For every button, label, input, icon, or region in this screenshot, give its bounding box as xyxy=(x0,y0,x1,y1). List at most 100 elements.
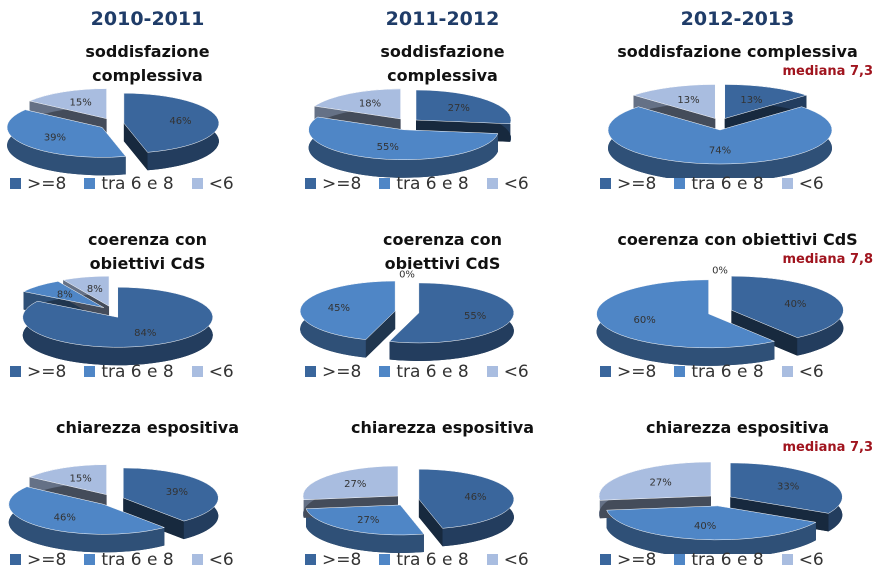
value-label: 55% xyxy=(464,311,486,322)
legend-label: <6 xyxy=(798,550,824,570)
legend-item: >=8 xyxy=(600,550,656,570)
legend-item: tra 6 e 8 xyxy=(84,550,174,570)
legend-label: tra 6 e 8 xyxy=(691,550,764,570)
legend-swatch xyxy=(674,366,686,377)
legend-item: tra 6 e 8 xyxy=(674,174,764,194)
legend: >=8 tra 6 e 8 <6 xyxy=(305,550,547,570)
value-label: 27% xyxy=(344,479,366,490)
slice-side xyxy=(606,510,816,554)
legend-swatch xyxy=(600,554,611,565)
legend-label: <6 xyxy=(208,174,234,194)
slice xyxy=(123,92,220,153)
slice xyxy=(388,282,515,344)
value-label: 46% xyxy=(169,116,191,127)
chart-title: chiarezza espositiva xyxy=(350,418,535,437)
slice xyxy=(123,467,219,522)
legend-swatch xyxy=(486,178,498,189)
legend: >=8 tra 6 e 8 <6 xyxy=(305,362,547,382)
legend-label: >=8 xyxy=(322,362,362,382)
pie-chart: 55% 45% 0% xyxy=(299,270,515,361)
value-label: 13% xyxy=(677,95,699,106)
chart-cell: soddisfazione complessiva 46% 39% 15% >=8 tra… xyxy=(0,40,295,195)
legend-swatch xyxy=(191,178,203,189)
legend-label: <6 xyxy=(503,174,529,194)
legend-label: <6 xyxy=(503,362,529,382)
slice xyxy=(730,462,843,514)
legend-swatch xyxy=(674,554,686,565)
legend-item: tra 6 e 8 xyxy=(674,550,764,570)
legend-item: <6 xyxy=(781,174,824,194)
pie-chart: 13% 74% 13% xyxy=(607,84,833,178)
slice-side xyxy=(308,116,498,178)
annotation: mediana 7,3 xyxy=(782,64,873,79)
value-label: 0% xyxy=(399,270,415,281)
value-label: 8% xyxy=(57,290,73,301)
legend-item: >=8 xyxy=(10,550,66,570)
legend: >=8 tra 6 e 8 <6 xyxy=(305,174,547,194)
legend-label: >=8 xyxy=(27,174,67,194)
legend-swatch xyxy=(379,178,391,189)
legend-item: tra 6 e 8 xyxy=(379,550,469,570)
slice xyxy=(313,88,401,120)
slice xyxy=(6,109,127,158)
legend-swatch xyxy=(781,178,793,189)
pie-chart: 46% 27% 27% xyxy=(302,465,515,553)
legend-label: <6 xyxy=(208,550,234,570)
legend-swatch xyxy=(600,366,611,377)
legend-swatch xyxy=(305,554,316,565)
legend-label: >=8 xyxy=(617,362,657,382)
legend-swatch xyxy=(600,178,611,189)
value-label: 27% xyxy=(357,515,379,526)
pie-chart: 84% 8% 8% xyxy=(22,275,213,366)
slice-wall xyxy=(123,497,184,540)
legend-item: >=8 xyxy=(600,174,656,194)
chart-cell: soddisfazione complessiva 27% 55% 18% >=8 tra… xyxy=(295,40,590,195)
chart-cell: coerenza con obiettivi CdS 55% 45% 0% >=8 tra… xyxy=(295,228,590,383)
slice-wall xyxy=(123,123,148,171)
value-label: 60% xyxy=(634,315,656,326)
value-label: 27% xyxy=(448,103,470,114)
legend-label: >=8 xyxy=(617,174,657,194)
chart-title: soddisfazione complessiva xyxy=(617,42,858,61)
slice xyxy=(598,461,712,501)
pie-chart: 33% 40% 27% xyxy=(598,461,843,554)
slice xyxy=(731,275,844,338)
pie-chart: 46% 39% 15% xyxy=(6,88,220,176)
legend-item: >=8 xyxy=(10,362,66,382)
legend-swatch xyxy=(379,554,391,565)
value-label: 27% xyxy=(649,478,671,489)
value-label: 55% xyxy=(377,142,399,153)
legend-label: tra 6 e 8 xyxy=(396,362,469,382)
value-label: 84% xyxy=(134,328,156,339)
legend-item: >=8 xyxy=(305,362,361,382)
legend-swatch xyxy=(10,366,21,377)
legend-swatch xyxy=(191,554,203,565)
legend-item: >=8 xyxy=(305,174,361,194)
legend-label: tra 6 e 8 xyxy=(691,362,764,382)
slice xyxy=(8,486,166,535)
legend-swatch xyxy=(84,554,96,565)
legend-item: <6 xyxy=(191,174,234,194)
legend-item: <6 xyxy=(191,362,234,382)
value-label: 39% xyxy=(44,132,66,143)
legend-label: tra 6 e 8 xyxy=(101,550,174,570)
slice xyxy=(415,89,512,125)
legend-swatch xyxy=(674,178,686,189)
legend-label: <6 xyxy=(208,362,234,382)
value-label: 15% xyxy=(70,98,92,109)
slice xyxy=(22,281,104,308)
legend-item: >=8 xyxy=(600,362,656,382)
legend-item: tra 6 e 8 xyxy=(674,362,764,382)
legend-swatch xyxy=(84,178,96,189)
legend-item: <6 xyxy=(191,550,234,570)
legend-label: >=8 xyxy=(617,550,657,570)
pie-chart: 27% 55% 18% xyxy=(308,88,512,178)
column-header: 2012-2013 xyxy=(680,8,795,30)
chart-cell: chiarezza espositiva 39% 46% 15% >=8 tra 6 e … xyxy=(0,416,295,571)
legend-swatch xyxy=(781,366,793,377)
slice xyxy=(305,504,425,536)
legend-label: tra 6 e 8 xyxy=(691,174,764,194)
legend-item: tra 6 e 8 xyxy=(379,362,469,382)
slice xyxy=(28,464,107,495)
legend-label: <6 xyxy=(503,550,529,570)
